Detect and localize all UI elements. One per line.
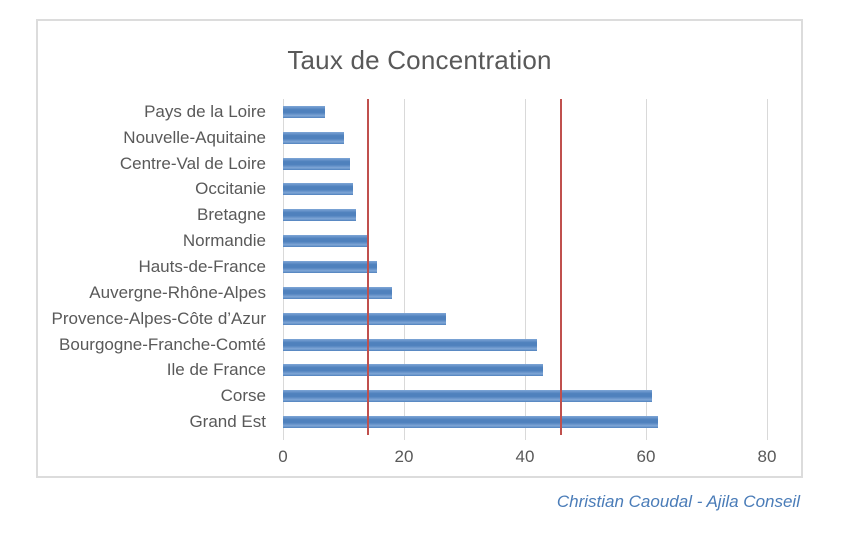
bar (283, 416, 659, 429)
category-label: Centre-Val de Loire (119, 153, 266, 173)
category-axis: Pays de la Loire Nouvelle-Aquitaine Centre… (50, 99, 266, 435)
x-axis-tick-label: 20 (394, 447, 414, 466)
category-label: Pays de la Loire (144, 101, 266, 121)
x-axis-tick-label: 80 (757, 447, 777, 466)
category-label: Bretagne (197, 205, 266, 225)
category-label: Nouvelle-Aquitaine (123, 127, 266, 147)
category-label: Grand Est (189, 412, 266, 432)
x-axis-tick-label: 40 (515, 447, 535, 466)
axis-tick (403, 435, 405, 440)
category-label: Hauts-de-France (138, 256, 266, 276)
plot-area: 0 20 40 60 80 (278, 99, 776, 466)
bar (283, 286, 392, 299)
gridline (767, 99, 768, 435)
gridline (646, 99, 647, 435)
bar (283, 105, 326, 118)
category-label: Auvergne-Rhône-Alpes (89, 282, 266, 302)
bar (283, 364, 544, 377)
x-axis-tick-label: 0 (278, 447, 288, 466)
category-label: Occitanie (195, 179, 266, 199)
axis-tick (766, 435, 768, 440)
reference-line (366, 99, 369, 435)
category-label: Bourgogne-Franche-Comté (59, 334, 266, 354)
gridline (525, 99, 526, 435)
bar (283, 157, 350, 170)
chart-panel: Taux de Concentration Pays de la Loire No… (36, 19, 803, 478)
bar (283, 131, 344, 144)
category-label: Provence-Alpes-Côte d’Azur (51, 308, 266, 328)
axis-tick (282, 435, 284, 440)
gridline (404, 99, 405, 435)
bar (283, 312, 447, 325)
credit-text: Christian Caoudal - Ajila Conseil (556, 492, 800, 511)
bar (283, 209, 356, 222)
axis-tick (524, 435, 526, 440)
reference-line (560, 99, 563, 435)
bar (283, 235, 368, 248)
axis-tick (645, 435, 647, 440)
bar (283, 183, 353, 196)
category-label: Normandie (182, 231, 266, 251)
bar (283, 261, 377, 273)
category-label: Ile de France (166, 360, 266, 380)
chart-title: Taux de Concentration (287, 45, 552, 75)
bar (283, 338, 538, 351)
category-label: Corse (220, 386, 266, 406)
bar (283, 390, 653, 403)
x-axis-tick-label: 60 (636, 447, 656, 466)
